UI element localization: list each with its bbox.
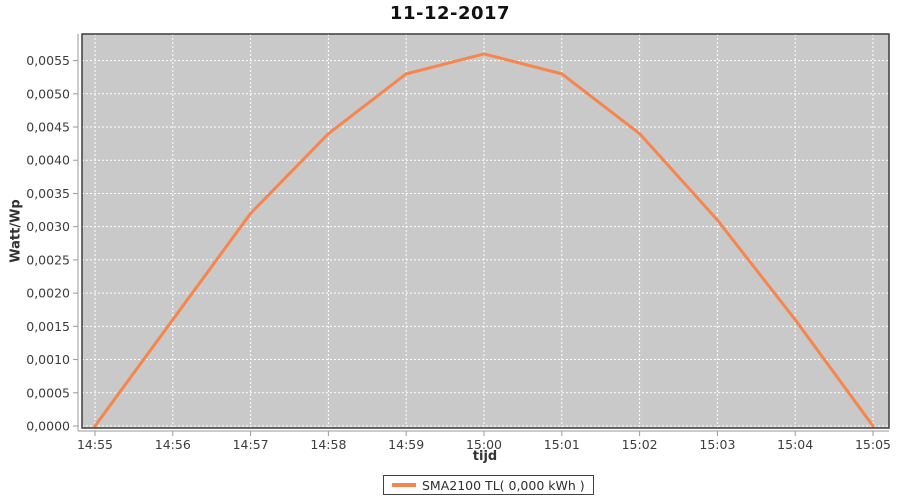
y-tick-label: 0,0015 — [26, 319, 70, 334]
y-tick-label: 0,0030 — [26, 219, 70, 234]
x-tick-label: 14:57 — [233, 437, 269, 452]
x-tick-label: 15:04 — [777, 437, 813, 452]
x-tick-label: 15:02 — [622, 437, 658, 452]
y-axis-title: Watt/Wp — [8, 199, 24, 263]
y-tick-label: 0,0035 — [26, 186, 70, 201]
plot-border — [81, 33, 890, 429]
series-line — [93, 52, 875, 428]
legend: SMA2100 TL( 0,000 kWh ) — [383, 475, 594, 495]
x-tick-label: 15:00 — [466, 437, 502, 452]
y-tick-label: 0,0000 — [26, 419, 70, 434]
y-tick-label: 0,0005 — [26, 385, 70, 400]
legend-line-swatch — [392, 483, 416, 487]
plot-background — [82, 34, 889, 428]
y-tick-label: 0,0020 — [26, 286, 70, 301]
y-tick-label: 0,0045 — [26, 120, 70, 135]
x-tick-label: 14:56 — [155, 437, 191, 452]
y-tick-label: 0,0010 — [26, 352, 70, 367]
x-tick-label: 14:58 — [310, 437, 346, 452]
chart-title: 11-12-2017 — [389, 3, 511, 24]
x-tick-label: 15:01 — [544, 437, 580, 452]
y-tick-label: 0,0025 — [26, 252, 70, 267]
y-tick-label: 0,0040 — [26, 153, 70, 168]
x-tick-label: 15:03 — [699, 437, 735, 452]
y-tick-label: 0,0050 — [26, 86, 70, 101]
legend-label: SMA2100 TL( 0,000 kWh ) — [422, 477, 585, 493]
x-tick-label: 14:55 — [77, 437, 113, 452]
y-tick-label: 0,0055 — [26, 53, 70, 68]
x-tick-label: 15:05 — [855, 437, 891, 452]
x-axis-title: tijd — [472, 449, 498, 464]
x-tick-label: 14:59 — [388, 437, 424, 452]
